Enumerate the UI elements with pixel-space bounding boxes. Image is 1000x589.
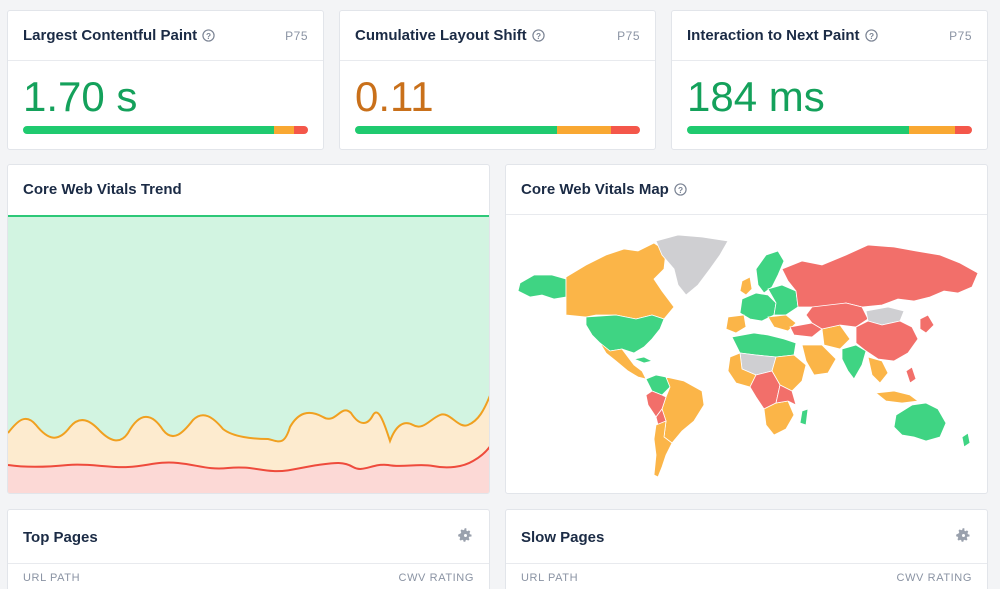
map-title: Core Web Vitals Map <box>521 181 669 198</box>
card-title: Largest Contentful Paint ? <box>23 27 215 44</box>
region-indonesia[interactable] <box>874 390 920 404</box>
region-argentina[interactable] <box>653 420 673 478</box>
region-mexico[interactable] <box>599 342 647 380</box>
good-segment <box>23 126 274 134</box>
card-header: Interaction to Next Paint ? P75 <box>672 11 987 61</box>
card-header: Core Web Vitals Trend <box>8 165 489 215</box>
help-icon[interactable]: ? <box>864 29 878 42</box>
region-india[interactable] <box>841 344 867 380</box>
help-icon[interactable]: ? <box>202 29 215 42</box>
help-icon[interactable]: ? <box>532 29 545 42</box>
trend-card: Core Web Vitals Trend <box>7 164 490 494</box>
cwv-rating-column-header[interactable]: CWV RATING <box>398 572 474 584</box>
cls-value: 0.11 <box>355 73 434 120</box>
region-new-zealand[interactable] <box>961 432 971 448</box>
region-madagascar[interactable] <box>799 408 809 426</box>
region-korea-japan[interactable] <box>919 314 935 334</box>
region-alaska[interactable] <box>517 274 567 300</box>
gear-icon[interactable] <box>458 528 473 543</box>
inp-distribution-bar <box>687 126 972 134</box>
trend-chart[interactable] <box>8 215 490 494</box>
needs-improvement-segment <box>273 126 294 134</box>
cls-distribution-bar <box>355 126 640 134</box>
card-title: Interaction to Next Paint ? <box>687 27 878 44</box>
lcp-distribution-bar <box>23 126 308 134</box>
good-segment <box>687 126 910 134</box>
region-china[interactable] <box>855 320 919 362</box>
percentile-label: P75 <box>949 29 972 43</box>
region-south-east-africa[interactable] <box>775 384 797 406</box>
lcp-value: 1.70 s <box>23 73 138 120</box>
poor-segment <box>954 126 972 134</box>
card-title: Core Web Vitals Map ? <box>521 181 687 198</box>
inp-value: 184 ms <box>687 73 825 120</box>
poor-area <box>8 447 489 493</box>
card-header: Core Web Vitals Map ? <box>506 165 987 215</box>
top-pages-title: Top Pages <box>23 529 98 546</box>
world-map[interactable] <box>506 215 988 494</box>
cls-title: Cumulative Layout Shift <box>355 27 527 44</box>
svg-text:?: ? <box>206 31 211 41</box>
card-header: Slow Pages <box>506 510 987 564</box>
needs-improvement-segment <box>909 126 955 134</box>
good-segment <box>355 126 558 134</box>
region-usa[interactable] <box>585 314 665 354</box>
poor-segment <box>611 126 640 134</box>
cls-card: Cumulative Layout Shift ? P75 0.11 <box>339 10 656 150</box>
top-pages-card: Top Pages URL PATH CWV RATING <box>7 509 490 589</box>
region-east-europe[interactable] <box>767 284 799 316</box>
region-iran[interactable] <box>821 324 851 350</box>
region-russia[interactable] <box>781 244 979 308</box>
inp-card: Interaction to Next Paint ? P75 184 ms <box>671 10 988 150</box>
region-turkey[interactable] <box>789 322 823 338</box>
needs-improvement-line <box>8 395 489 445</box>
card-header: Top Pages <box>8 510 489 564</box>
slow-pages-card: Slow Pages URL PATH CWV RATING <box>505 509 988 589</box>
region-arabia[interactable] <box>801 344 837 376</box>
region-greenland[interactable] <box>655 234 729 296</box>
poor-line <box>8 446 489 473</box>
region-scandinavia[interactable] <box>755 250 785 294</box>
percentile-label: P75 <box>285 29 308 43</box>
slow-pages-title: Slow Pages <box>521 529 605 546</box>
svg-text:?: ? <box>536 31 541 41</box>
region-caribbean[interactable] <box>632 356 654 364</box>
percentile-label: P75 <box>617 29 640 43</box>
inp-title: Interaction to Next Paint <box>687 27 860 44</box>
region-se-asia[interactable] <box>867 356 889 384</box>
poor-segment <box>293 126 308 134</box>
region-central-asia[interactable] <box>805 302 869 330</box>
needs-improvement-segment <box>557 126 612 134</box>
svg-text:?: ? <box>868 31 873 41</box>
region-canada[interactable] <box>565 242 675 320</box>
map-card: Core Web Vitals Map ? <box>505 164 988 494</box>
gear-icon[interactable] <box>956 528 971 543</box>
trend-title: Core Web Vitals Trend <box>23 181 182 198</box>
region-iberia[interactable] <box>725 314 747 334</box>
region-philippines[interactable] <box>905 366 917 384</box>
region-uk[interactable] <box>739 276 753 296</box>
card-title: Cumulative Layout Shift ? <box>355 27 545 44</box>
lcp-title: Largest Contentful Paint <box>23 27 198 44</box>
url-path-column-header[interactable]: URL PATH <box>23 572 81 584</box>
svg-text:?: ? <box>678 185 683 195</box>
card-header: Cumulative Layout Shift ? P75 <box>340 11 655 61</box>
region-australia[interactable] <box>893 402 947 442</box>
url-path-column-header[interactable]: URL PATH <box>521 572 579 584</box>
lcp-card: Largest Contentful Paint ? P75 1.70 s <box>7 10 324 150</box>
help-icon[interactable]: ? <box>674 183 687 196</box>
cwv-rating-column-header[interactable]: CWV RATING <box>896 572 972 584</box>
card-header: Largest Contentful Paint ? P75 <box>8 11 323 61</box>
